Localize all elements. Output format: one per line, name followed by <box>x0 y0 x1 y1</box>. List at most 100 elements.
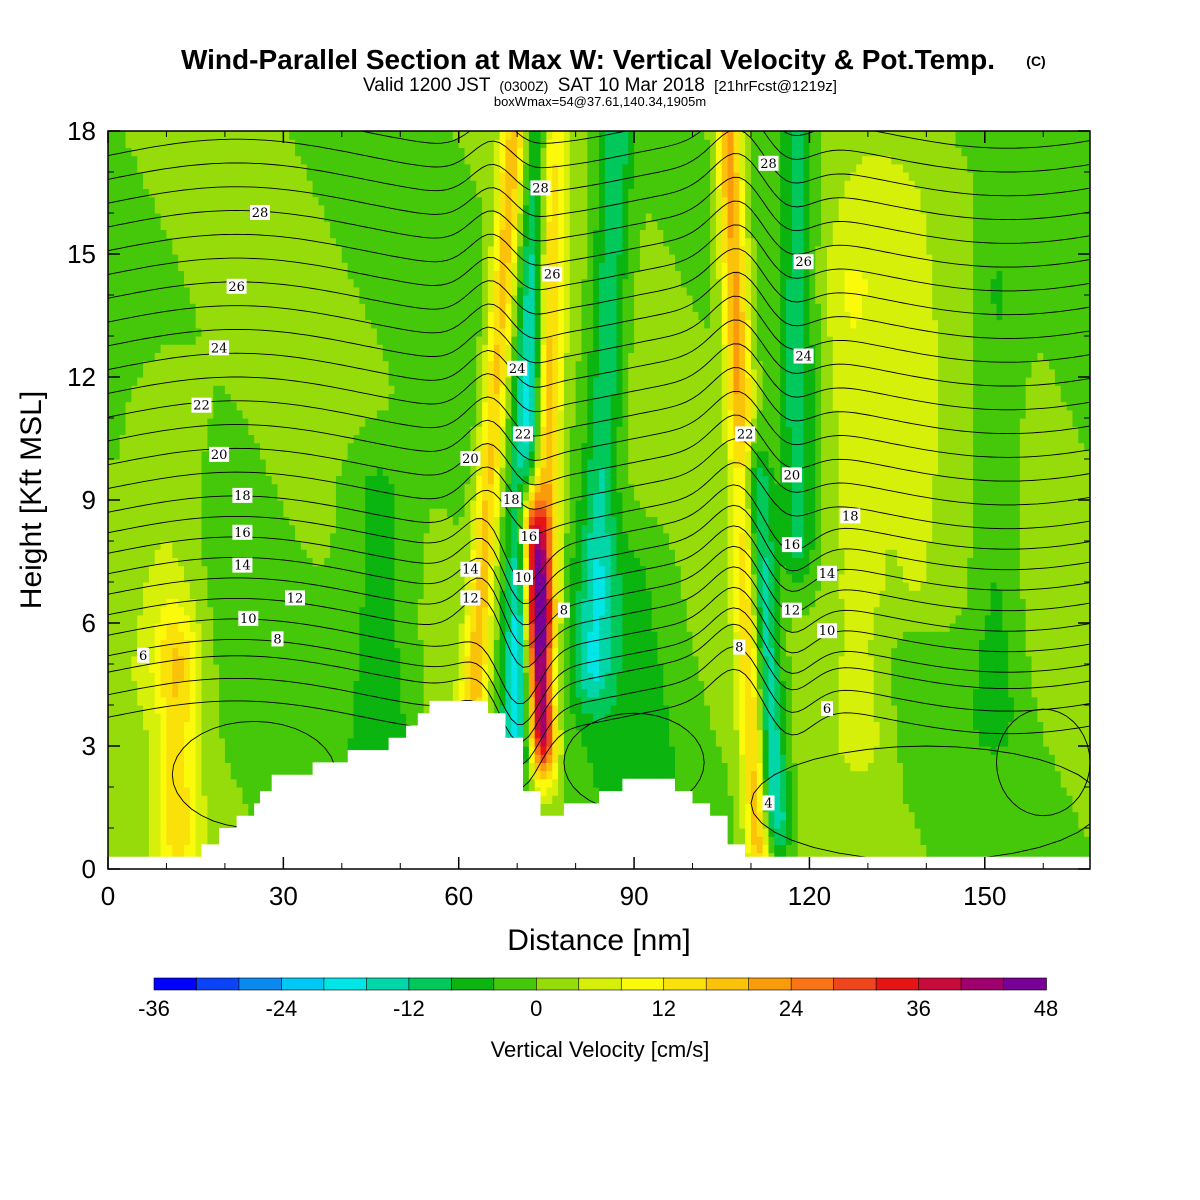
w-cell <box>219 459 226 468</box>
w-cell <box>201 688 208 698</box>
w-cell <box>160 844 168 854</box>
w-cell <box>131 844 138 854</box>
w-cell <box>213 516 220 526</box>
w-cell <box>283 582 290 591</box>
w-cell <box>172 524 179 534</box>
w-cell <box>230 688 238 698</box>
w-cell <box>166 418 173 427</box>
w-cell <box>213 188 220 198</box>
w-cell <box>400 721 407 731</box>
w-cell <box>335 327 343 337</box>
w-cell <box>417 426 425 435</box>
w-cell <box>406 311 413 321</box>
w-cell <box>324 180 331 189</box>
w-cell <box>359 590 366 599</box>
w-cell <box>178 647 185 657</box>
w-cell <box>347 237 355 247</box>
w-cell <box>259 368 267 378</box>
w-cell <box>183 418 191 427</box>
w-cell <box>242 262 249 271</box>
w-cell <box>300 672 308 681</box>
w-cell <box>411 573 419 583</box>
w-cell <box>108 336 115 345</box>
w-cell <box>178 303 185 312</box>
w-cell <box>131 262 138 271</box>
w-cell <box>183 713 191 722</box>
w-cell <box>254 286 261 296</box>
w-cell <box>242 688 249 698</box>
w-cell <box>154 787 162 796</box>
w-cell <box>382 491 390 501</box>
w-cell <box>108 844 115 854</box>
w-cell <box>376 483 384 493</box>
w-cell <box>417 664 425 673</box>
w-cell <box>125 705 132 714</box>
w-cell <box>359 524 366 534</box>
w-cell <box>108 705 115 714</box>
w-cell <box>113 803 121 813</box>
w-cell <box>347 336 355 345</box>
w-cell <box>306 409 314 419</box>
w-cell <box>300 655 308 665</box>
w-cell <box>300 385 308 394</box>
w-cell <box>242 311 249 321</box>
w-cell <box>195 196 203 206</box>
w-cell <box>160 459 168 468</box>
w-cell <box>265 450 273 460</box>
w-cell <box>406 459 413 468</box>
w-cell <box>125 139 132 148</box>
w-cell <box>353 385 360 394</box>
w-cell <box>195 483 203 493</box>
w-cell <box>189 278 197 288</box>
w-cell <box>423 418 431 427</box>
w-cell <box>353 204 360 214</box>
w-cell <box>213 286 220 296</box>
w-cell <box>230 639 238 649</box>
w-cell <box>406 204 413 214</box>
w-cell <box>382 278 390 288</box>
w-cell <box>330 590 337 599</box>
w-cell <box>113 500 121 509</box>
w-cell <box>259 770 267 780</box>
w-cell <box>125 672 132 681</box>
w-cell <box>283 647 290 657</box>
w-cell <box>189 557 197 567</box>
w-cell <box>219 286 226 296</box>
w-cell <box>271 655 279 665</box>
w-cell <box>330 606 337 616</box>
w-cell <box>230 237 238 247</box>
w-cell <box>154 819 162 829</box>
w-cell <box>166 713 173 722</box>
w-cell <box>236 623 244 632</box>
w-cell <box>119 450 127 460</box>
w-cell <box>382 516 390 526</box>
w-cell <box>178 385 185 394</box>
w-cell <box>242 147 249 157</box>
w-cell <box>236 131 244 140</box>
w-cell <box>406 631 413 640</box>
w-cell <box>371 426 378 435</box>
w-cell <box>143 483 150 493</box>
w-cell <box>113 360 121 370</box>
w-cell <box>359 532 366 542</box>
w-cell <box>289 401 296 411</box>
w-cell <box>295 196 302 206</box>
w-cell <box>271 582 279 591</box>
w-cell <box>289 565 296 575</box>
w-cell <box>236 188 244 198</box>
w-cell <box>219 803 226 813</box>
w-cell <box>131 319 138 329</box>
w-cell <box>119 729 127 739</box>
w-cell <box>289 278 296 288</box>
w-cell <box>394 385 401 394</box>
w-cell <box>201 245 208 255</box>
w-cell <box>295 508 302 517</box>
w-cell <box>166 606 173 616</box>
w-cell <box>148 532 156 542</box>
w-cell <box>108 680 115 690</box>
w-cell <box>388 696 396 706</box>
w-cell <box>271 327 279 337</box>
w-cell <box>306 582 314 591</box>
w-cell <box>388 344 396 353</box>
w-cell <box>207 459 214 468</box>
